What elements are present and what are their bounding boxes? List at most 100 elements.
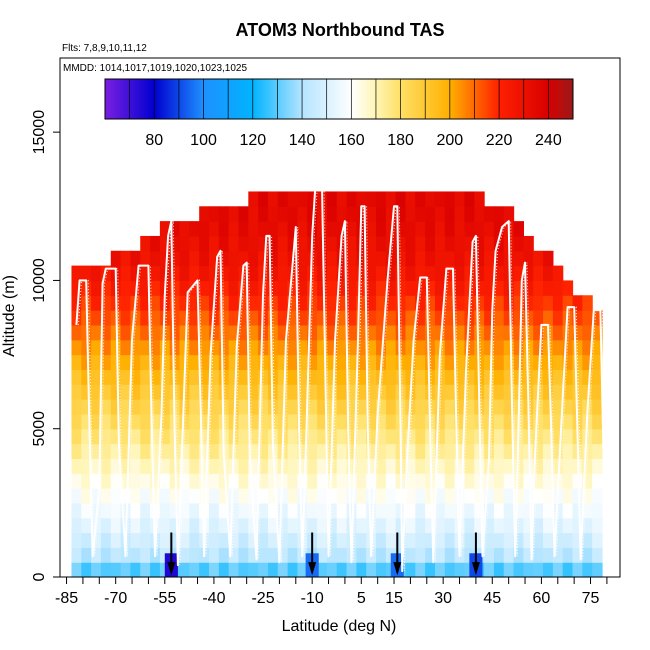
- heatmap-cell: [376, 458, 387, 474]
- heatmap-cell: [120, 265, 132, 282]
- heatmap-cell: [385, 532, 397, 548]
- heatmap-cell: [100, 384, 112, 400]
- heatmap-cell: [415, 369, 426, 385]
- heatmap-cell: [199, 428, 210, 445]
- heatmap-cell: [464, 354, 475, 370]
- heatmap-cell: [405, 339, 416, 356]
- heatmap-cell: [326, 517, 338, 534]
- heatmap-cell: [454, 413, 466, 430]
- heatmap-cell: [189, 413, 200, 430]
- heatmap-cell: [317, 443, 328, 459]
- heatmap-cell: [248, 413, 259, 430]
- heatmap-cell: [326, 324, 338, 341]
- heatmap-cell: [209, 547, 220, 563]
- heatmap-cell: [533, 502, 544, 519]
- heatmap-cell: [238, 206, 249, 222]
- heatmap-cell: [100, 310, 112, 326]
- heatmap-cell: [395, 235, 407, 252]
- heatmap-cell: [336, 250, 348, 267]
- heatmap-cell: [71, 413, 82, 430]
- heatmap-cell: [71, 443, 82, 459]
- heatmap-cell: [169, 295, 181, 311]
- heatmap-cell: [159, 324, 171, 341]
- heatmap-cell: [376, 562, 387, 578]
- heatmap-cell: [317, 488, 328, 504]
- heatmap-cell: [533, 443, 544, 459]
- heatmap-cell: [346, 339, 357, 356]
- heatmap-cell: [454, 428, 466, 445]
- heatmap-cell: [366, 354, 377, 370]
- heatmap-cell: [169, 280, 181, 296]
- heatmap-cell: [474, 250, 485, 267]
- heatmap-cell: [405, 502, 416, 519]
- heatmap-cell: [336, 413, 348, 430]
- heatmap-cell: [150, 399, 161, 415]
- heatmap-cell: [228, 473, 240, 489]
- heatmap-cell: [71, 399, 82, 415]
- heatmap-cell: [425, 295, 436, 311]
- heatmap-cell: [228, 354, 240, 370]
- heatmap-cell: [474, 265, 485, 282]
- heatmap-cell: [552, 280, 564, 296]
- heatmap-cell: [513, 280, 524, 296]
- heatmap-cell: [503, 547, 515, 563]
- heatmap-cell: [493, 473, 505, 489]
- heatmap-cell: [258, 206, 269, 222]
- heatmap-cell: [493, 488, 505, 504]
- heatmap-cell: [395, 250, 407, 267]
- heatmap-cell: [277, 235, 289, 252]
- heatmap-cell: [385, 458, 397, 474]
- heatmap-cell: [297, 265, 308, 282]
- heatmap-cell: [71, 517, 82, 534]
- heatmap-cell: [592, 443, 603, 459]
- heatmap-cell: [444, 221, 456, 237]
- heatmap-cell: [120, 339, 132, 356]
- heatmap-cell: [287, 488, 299, 504]
- heatmap-cell: [336, 384, 348, 400]
- heatmap-cell: [434, 502, 446, 519]
- heatmap-cell: [228, 310, 240, 326]
- heatmap-cell: [326, 384, 338, 400]
- heatmap-cell: [523, 280, 534, 296]
- heatmap-cell: [444, 488, 456, 504]
- heatmap-cell: [592, 310, 603, 326]
- heatmap-cell: [209, 532, 220, 548]
- heatmap-cell: [238, 354, 249, 370]
- heatmap-cell: [277, 221, 289, 237]
- heatmap-cell: [209, 517, 220, 534]
- heatmap-cell: [307, 413, 318, 430]
- heatmap-cell: [238, 369, 249, 385]
- heatmap-cell: [179, 547, 190, 563]
- heatmap-cell: [130, 354, 141, 370]
- heatmap-cell: [484, 295, 495, 311]
- heatmap-cell: [444, 369, 456, 385]
- heatmap-cell: [317, 428, 328, 445]
- heatmap-cell: [189, 428, 200, 445]
- heatmap-cell: [582, 502, 593, 519]
- heatmap-cell: [562, 562, 574, 578]
- heatmap-cell: [287, 310, 299, 326]
- heatmap-cell: [326, 547, 338, 563]
- heatmap-cell: [130, 473, 141, 489]
- heatmap-cell: [209, 369, 220, 385]
- heatmap-cell: [326, 354, 338, 370]
- heatmap-cell: [493, 547, 505, 563]
- heatmap-cell: [434, 191, 446, 207]
- heatmap-cell: [71, 488, 82, 504]
- heatmap-cell: [503, 295, 515, 311]
- heatmap-cell: [209, 502, 220, 519]
- heatmap-cell: [248, 235, 259, 252]
- heatmap-cell: [484, 369, 495, 385]
- heatmap-cell: [110, 384, 122, 400]
- heatmap-cell: [405, 473, 416, 489]
- heatmap-cell: [366, 413, 377, 430]
- y-tick-label: 15000: [31, 110, 48, 155]
- heatmap-cell: [503, 310, 515, 326]
- heatmap-cell: [533, 473, 544, 489]
- heatmap-cell: [493, 428, 505, 445]
- heatmap-cell: [336, 206, 348, 222]
- heatmap-cell: [533, 532, 544, 548]
- heatmap-cell: [91, 265, 102, 282]
- heatmap-cell: [277, 324, 289, 341]
